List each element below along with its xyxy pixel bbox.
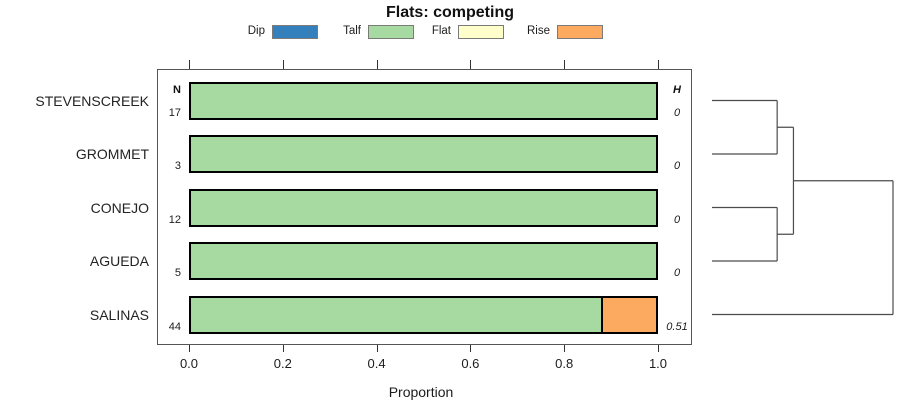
h-value: 0 [673,160,681,172]
legend-swatch-talf [368,25,414,39]
h-column-header: H [673,83,681,96]
bar-segment-talf [191,297,602,332]
axis-tick-top [282,60,284,69]
category-label: AGUEDA [89,253,149,269]
category-label: SALINAS [89,306,149,323]
bar-row [189,81,658,120]
legend-swatch-dip [272,25,318,39]
axis-tick-bottom [376,345,378,352]
legend-swatch-flat [458,25,504,39]
h-value: 0 [673,106,681,119]
axis-tick-label: 0.4 [367,356,386,371]
legend-label-flat: Flat [431,25,451,37]
legend-swatch-rise [557,25,603,39]
bar-segment-talf [191,190,656,225]
bar-row [189,242,658,280]
bar-segment-talf [191,83,656,118]
x-axis-title: Proportion [388,384,454,400]
chart-title: Flats: competing [385,4,514,21]
category-label: STEVENSCREEK [35,92,149,109]
bar-row [189,188,658,227]
n-column-header: N [173,83,181,96]
n-value: 17 [168,106,181,119]
bar-row [189,295,658,334]
axis-tick-top [376,60,378,69]
bar-segment-rise [601,297,656,332]
legend-label-rise: Rise [526,25,550,37]
n-value: 5 [174,267,181,279]
axis-tick-top [564,60,566,69]
legend-label-talf: Talf [343,25,361,37]
category-label: CONEJO [90,199,149,216]
axis-tick-label: 0.8 [555,356,574,371]
n-value: 3 [174,160,181,172]
axis-tick-label: 0.2 [273,356,292,371]
bar-segment-talf [191,137,656,171]
legend-label-dip: Dip [247,25,265,37]
axis-tick-top [189,60,190,69]
axis-tick-label: 0.0 [179,356,199,371]
n-value: 44 [168,320,181,333]
bar-segment-talf [191,244,656,278]
axis-tick-top [470,60,472,69]
axis-tick-bottom [189,345,190,352]
axis-tick-bottom [282,345,284,352]
h-value: 0.51 [666,320,688,333]
h-value: 0 [673,267,681,279]
axis-tick-bottom [658,345,659,352]
category-label: GROMMET [75,146,149,162]
axis-tick-label: 0.6 [461,356,480,371]
axis-tick-top [658,60,659,69]
axis-tick-label: 1.0 [648,356,668,371]
axis-tick-bottom [470,345,472,352]
axis-tick-bottom [564,345,566,352]
n-value: 12 [168,213,181,226]
bar-row [189,135,658,173]
h-value: 0 [673,213,681,226]
